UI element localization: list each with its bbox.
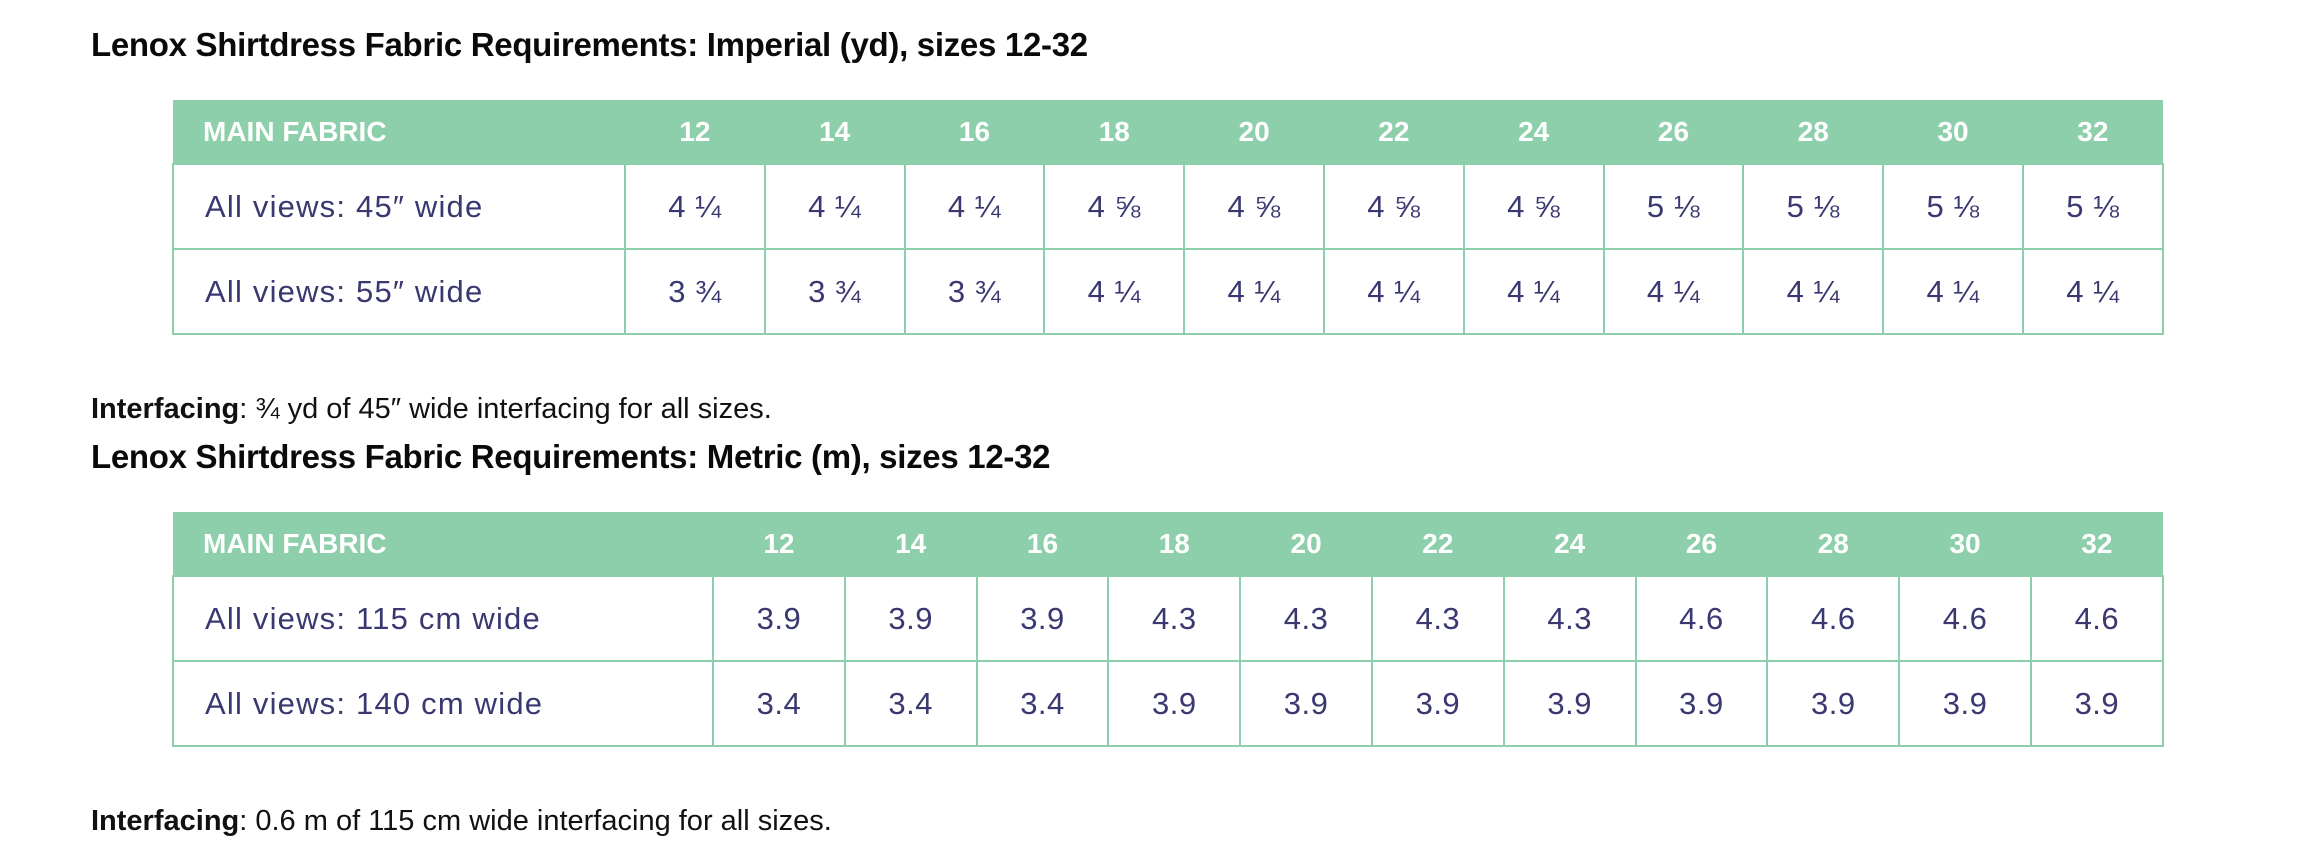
table-cell: 4.6: [2029, 575, 2164, 662]
table-cell: 4 ¼: [1462, 248, 1605, 335]
size-header: 20: [1290, 527, 1322, 559]
size-header: 26: [1657, 115, 1690, 147]
table-cell: 4 ¼: [1043, 248, 1186, 335]
table-cell: 4 ¼: [2021, 248, 2164, 335]
table-cell: 4 ¼: [763, 163, 906, 250]
table-row: All views: 55″ wide 3 ¾ 3 ¾ 3 ¾ 4 ¼ 4 ¼ …: [172, 248, 2164, 335]
size-header: 14: [895, 527, 927, 559]
table-cell: 4 ¼: [1882, 248, 2024, 335]
table-cell: 4 ¼: [1322, 248, 1465, 335]
table-cell: 4 ⅝: [1322, 163, 1465, 250]
table-cell: 4.6: [1898, 575, 2032, 662]
size-header: 12: [679, 115, 711, 147]
size-header: 14: [819, 115, 851, 147]
table-cell: 4.6: [1634, 575, 1769, 662]
size-header: 28: [1797, 115, 1829, 147]
table-cell: 4 ¼: [903, 163, 1046, 250]
table-cell: 5 ⅛: [1742, 163, 1885, 250]
interfacing-text: : 0.6 m of 115 cm wide interfacing for a…: [239, 805, 832, 837]
metric-fabric-table: MAIN FABRIC 12 14 16 18 20 22 24 26 28 3…: [172, 512, 2164, 747]
table-cell: 3.9: [1107, 660, 1242, 747]
size-header: 18: [1158, 527, 1190, 559]
table-cell: 4 ¼: [1183, 248, 1325, 335]
size-header: 18: [1098, 115, 1130, 147]
imperial-fabric-table: MAIN FABRIC 12 14 16 18 20 22 24 26 28 3…: [172, 100, 2164, 335]
size-header: 32: [2077, 115, 2109, 147]
interfacing-text: : ¾ yd of 45″ wide interfacing for all s…: [239, 393, 772, 425]
size-header: 22: [1378, 115, 1410, 147]
interfacing-note: Interfacing: 0.6 m of 115 cm wide interf…: [91, 801, 832, 841]
size-header: 20: [1238, 115, 1270, 147]
size-header: 32: [2081, 527, 2113, 559]
table-cell: 3.9: [975, 575, 1110, 662]
table-cell: 5 ⅛: [2021, 163, 2164, 250]
size-header: 30: [1937, 115, 1969, 147]
table-cell: 5 ⅛: [1882, 163, 2024, 250]
table-cell: 3.9: [712, 575, 846, 662]
table-header-row: MAIN FABRIC 12 14 16 18 20 22 24 26 28 3…: [173, 512, 2163, 576]
header-main-fabric: MAIN FABRIC: [203, 527, 387, 559]
table-header-row: MAIN FABRIC 12 14 16 18 20 22 24 26 28 3…: [173, 100, 2163, 164]
table-cell: 3.4: [843, 660, 978, 747]
table-cell: 4.3: [1502, 575, 1637, 662]
size-header: 16: [958, 115, 991, 147]
table-cell: 3.9: [1634, 660, 1769, 747]
table-cell: 4 ¼: [624, 163, 766, 250]
row-label: All views: 45″ wide: [172, 163, 626, 250]
table-cell: 3.9: [843, 575, 978, 662]
table-cell: 3.9: [2029, 660, 2164, 747]
table-cell: 3 ¾: [763, 248, 906, 335]
size-header: 30: [1949, 527, 1981, 559]
interfacing-label: Interfacing: [91, 393, 240, 425]
row-label: All views: 55″ wide: [172, 248, 626, 335]
imperial-section: Lenox Shirtdress Fabric Requirements: Im…: [91, 22, 2191, 425]
table-row: All views: 140 cm wide 3.4 3.4 3.4 3.9 3…: [172, 660, 2164, 747]
table-cell: 4 ⅝: [1462, 163, 1605, 250]
table-cell: 3 ¾: [624, 248, 766, 335]
table-cell: 4 ¼: [1742, 248, 1885, 335]
row-label: All views: 140 cm wide: [172, 660, 714, 747]
table-cell: 3.4: [712, 660, 846, 747]
table-row: All views: 115 cm wide 3.9 3.9 3.9 4.3 4…: [172, 575, 2164, 662]
table-cell: 3.9: [1766, 660, 1901, 747]
interfacing-note: Interfacing: ¾ yd of 45″ wide interfacin…: [91, 389, 772, 429]
size-header: 24: [1518, 115, 1550, 147]
table-cell: 3.9: [1502, 660, 1637, 747]
table-cell: 3.9: [1898, 660, 2032, 747]
table-cell: 3.9: [1370, 660, 1505, 747]
imperial-title: Lenox Shirtdress Fabric Requirements: Im…: [91, 26, 1088, 63]
interfacing-label: Interfacing: [91, 805, 240, 837]
size-header: 22: [1422, 527, 1454, 559]
size-header: 28: [1817, 527, 1849, 559]
table-cell: 4.6: [1766, 575, 1901, 662]
table-cell: 3.9: [1239, 660, 1373, 747]
metric-section: Lenox Shirtdress Fabric Requirements: Me…: [91, 434, 2191, 837]
size-header: 16: [1026, 527, 1059, 559]
table-cell: 4 ¼: [1602, 248, 1745, 335]
table-cell: 4.3: [1107, 575, 1242, 662]
table-cell: 5 ⅛: [1602, 163, 1745, 250]
table-cell: 4 ⅝: [1183, 163, 1325, 250]
table-cell: 4.3: [1370, 575, 1505, 662]
size-header: 24: [1554, 527, 1586, 559]
table-cell: 4.3: [1239, 575, 1373, 662]
table-cell: 4 ⅝: [1043, 163, 1186, 250]
table-cell: 3 ¾: [903, 248, 1046, 335]
metric-title: Lenox Shirtdress Fabric Requirements: Me…: [91, 438, 1051, 475]
row-label: All views: 115 cm wide: [172, 575, 714, 662]
size-header: 26: [1685, 527, 1718, 559]
size-header: 12: [763, 527, 795, 559]
table-cell: 3.4: [975, 660, 1110, 747]
table-row: All views: 45″ wide 4 ¼ 4 ¼ 4 ¼ 4 ⅝ 4 ⅝ …: [172, 163, 2164, 250]
header-main-fabric: MAIN FABRIC: [203, 115, 387, 147]
